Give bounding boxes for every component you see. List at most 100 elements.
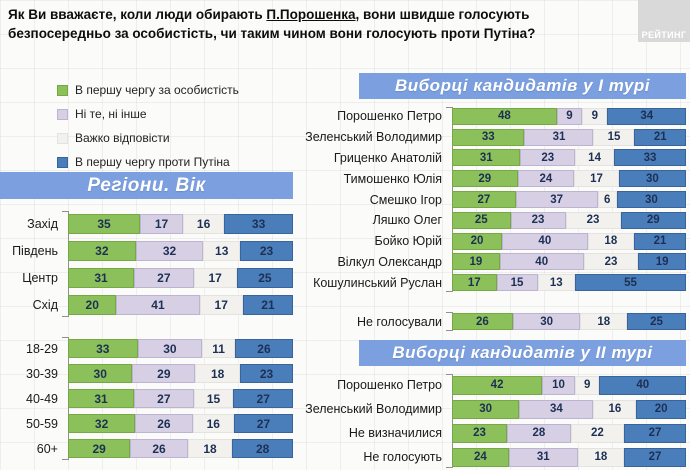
chart-row: Ляшко Олег 25 23 23 29 xyxy=(300,210,686,231)
row-bars: 33 30 11 26 xyxy=(68,339,293,358)
bar-segment-vazhko-vidpovisty: 18 xyxy=(580,313,628,330)
bar-segment-proty-putina: 21 xyxy=(634,128,686,146)
question-title: Як Ви вважаєте, коли люди обирають П.Пор… xyxy=(8,5,633,43)
bar-segment-vazhko-vidpovisty: 17 xyxy=(193,267,237,288)
chart-row: 50-59 32 26 16 27 xyxy=(0,411,293,436)
row-label: Не визначилися xyxy=(348,426,442,440)
bar-segment-ni-te-ni-inshe: 41 xyxy=(116,294,200,315)
row-bars: 33 31 15 21 xyxy=(452,128,686,146)
bar-segment-ni-te-ni-inshe: 27 xyxy=(134,267,194,288)
chart-row: Захід 35 17 16 33 xyxy=(0,210,293,237)
legend-swatch-vazhko-vidpovisty xyxy=(57,132,68,144)
legend-item-vazhko-vidpovisty: Важко відповісти xyxy=(57,126,239,150)
bar-segment-za-osobystist: 42 xyxy=(452,375,543,395)
bar-segment-za-osobystist: 23 xyxy=(452,423,507,443)
bar-segment-ni-te-ni-inshe: 24 xyxy=(517,170,575,188)
row-label: Бойко Юрій xyxy=(374,234,442,249)
bar-segment-ni-te-ni-inshe: 31 xyxy=(508,447,578,467)
row-bars: 30 34 16 20 xyxy=(452,399,686,419)
row-label: Ляшко Олег xyxy=(372,213,442,228)
row-bars: 17 15 13 55 xyxy=(452,274,686,292)
bar-segment-ni-te-ni-inshe: 15 xyxy=(496,274,538,292)
title-text: , вони швидше голосують xyxy=(355,7,530,22)
bar-segment-proty-putina: 30 xyxy=(618,170,686,188)
row-bars: 23 28 22 27 xyxy=(452,423,686,443)
bar-segment-za-osobystist: 24 xyxy=(452,447,509,467)
legend-swatch-proty-putina xyxy=(57,156,68,168)
bar-segment-za-osobystist: 33 xyxy=(68,339,138,358)
bar-segment-ni-te-ni-inshe: 31 xyxy=(524,128,594,146)
bar-segment-vazhko-vidpovisty: 15 xyxy=(593,128,635,146)
bar-segment-proty-putina: 34 xyxy=(607,107,687,125)
bar-segment-za-osobystist: 25 xyxy=(452,211,511,229)
bar-segment-vazhko-vidpovisty: 15 xyxy=(193,389,234,408)
axis-line xyxy=(62,211,69,317)
bar-segment-vazhko-vidpovisty: 6 xyxy=(597,191,617,209)
row-bars: 32 26 16 27 xyxy=(68,414,293,433)
bar-segment-proty-putina: 25 xyxy=(627,313,686,330)
bar-segment-proty-putina: 27 xyxy=(624,447,686,467)
question-title-line1: Як Ви вважаєте, коли люди обирають П.Пор… xyxy=(8,5,633,24)
bar-segment-vazhko-vidpovisty: 18 xyxy=(187,439,233,458)
bar-segment-za-osobystist: 30 xyxy=(68,364,133,383)
legend-label: Ні те, ні інше xyxy=(75,107,147,121)
bar-segment-ni-te-ni-inshe: 30 xyxy=(512,313,581,330)
chart-round1-candidates: Порошенко Петро 48 9 9 34 Зеленський Володими… xyxy=(300,106,687,293)
legend-label: В першу чергу проти Путіна xyxy=(75,155,230,169)
bar-segment-ni-te-ni-inshe: 40 xyxy=(499,253,584,271)
row-bars: 19 40 23 19 xyxy=(452,253,687,271)
bar-segment-ni-te-ni-inshe: 30 xyxy=(137,339,203,358)
chart-row: 40-49 31 27 15 27 xyxy=(0,386,293,411)
bar-segment-proty-putina: 23 xyxy=(240,364,293,383)
row-label: Зеленський Володимир xyxy=(305,130,442,145)
bar-segment-vazhko-vidpovisty: 18 xyxy=(195,364,241,383)
bar-segment-vazhko-vidpovisty: 16 xyxy=(182,213,225,234)
bar-segment-ni-te-ni-inshe: 32 xyxy=(135,240,204,261)
bar-segment-proty-putina: 21 xyxy=(242,294,293,315)
row-label: 30-39 xyxy=(26,366,58,381)
bar-segment-proty-putina: 33 xyxy=(614,149,686,167)
bar-segment-za-osobystist: 33 xyxy=(452,128,525,146)
row-bars: 30 29 18 23 xyxy=(68,364,293,383)
chart-row: Вілкул Олександр 19 40 23 19 xyxy=(300,252,687,273)
bar-segment-vazhko-vidpovisty: 22 xyxy=(570,423,624,443)
row-label: Схід xyxy=(32,297,58,312)
row-label: 60+ xyxy=(36,441,58,456)
bar-segment-ni-te-ni-inshe: 23 xyxy=(510,211,566,229)
bar-segment-proty-putina: 27 xyxy=(233,414,293,433)
chart-age-groups: 18-29 33 30 11 26 30-39 30 29 18 23 40-49 31 27 15 27 5… xyxy=(0,336,294,461)
row-label: 50-59 xyxy=(26,416,58,431)
legend-swatch-ni-te-ni-inshe xyxy=(57,108,68,120)
chart-row: Не голосували 26 30 18 25 xyxy=(300,311,686,332)
question-title-line2: безпосередньо за особистість, чи таким ч… xyxy=(8,26,536,41)
bar-segment-za-osobystist: 20 xyxy=(68,294,117,315)
chart-row: Зеленський Володимир 30 34 16 20 xyxy=(300,397,686,421)
chart-row: Тимошенко Юлія 29 24 17 30 xyxy=(300,168,686,189)
bar-segment-proty-putina: 21 xyxy=(634,232,686,250)
row-label: 40-49 xyxy=(26,391,58,406)
chart-row: Не визначилися 23 28 22 27 xyxy=(300,421,686,445)
bar-segment-za-osobystist: 30 xyxy=(452,399,520,419)
bar-segment-za-osobystist: 29 xyxy=(68,439,131,458)
bar-segment-ni-te-ni-inshe: 28 xyxy=(507,423,571,443)
row-label: 18-29 xyxy=(26,341,58,356)
bar-segment-vazhko-vidpovisty: 9 xyxy=(582,107,608,125)
title-underlined-text: П.Порошенка xyxy=(266,7,356,22)
bar-segment-proty-putina: 20 xyxy=(636,399,686,419)
chart-row: 18-29 33 30 11 26 xyxy=(0,336,293,361)
bar-segment-za-osobystist: 31 xyxy=(68,267,135,288)
bar-segment-ni-te-ni-inshe: 26 xyxy=(130,439,188,458)
bar-segment-vazhko-vidpovisty: 13 xyxy=(537,274,576,292)
bar-segment-proty-putina: 55 xyxy=(575,274,686,292)
row-label: Гриценко Анатолій xyxy=(333,150,442,165)
chart-row: 30-39 30 29 18 23 xyxy=(0,361,293,386)
row-label: Південь xyxy=(12,243,58,258)
row-bars: 42 10 9 40 xyxy=(452,375,686,395)
row-label: Не голосували xyxy=(356,314,442,329)
chart-row: Не голосують 24 31 18 27 xyxy=(300,445,686,469)
bar-segment-proty-putina: 19 xyxy=(638,253,687,271)
bar-segment-vazhko-vidpovisty: 17 xyxy=(199,294,243,315)
bar-segment-za-osobystist: 32 xyxy=(68,240,136,261)
row-bars: 31 27 15 27 xyxy=(68,389,293,408)
